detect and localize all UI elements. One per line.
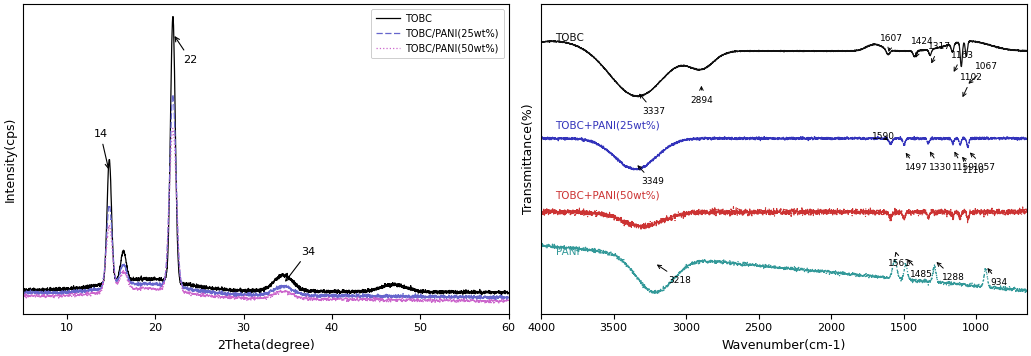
Text: 1067: 1067 [969, 62, 998, 83]
Text: 3337: 3337 [639, 94, 666, 116]
TOBC/PANI(50wt%) [72, 293, 85, 298]
Text: PANI: PANI [556, 247, 579, 257]
Text: TOBC+PANI(50wt%): TOBC+PANI(50wt%) [556, 190, 660, 200]
Text: 1561: 1561 [888, 252, 910, 268]
Line: TOBC: TOBC [23, 17, 508, 294]
Text: TOBC+PANI(25wt%): TOBC+PANI(25wt%) [556, 120, 660, 130]
Text: 14: 14 [94, 129, 109, 168]
X-axis label: 2Theta(degree): 2Theta(degree) [217, 339, 314, 352]
TOBC [203, 286, 215, 290]
Text: 1102: 1102 [961, 73, 984, 96]
Text: 1607: 1607 [880, 34, 903, 51]
Text: 1163: 1163 [951, 51, 973, 71]
TOBC/PANI(50wt%) [493, 299, 505, 304]
TOBC [224, 288, 236, 292]
Y-axis label: Intensity(cps): Intensity(cps) [4, 116, 18, 201]
TOBC/PANI(25wt%) [167, 93, 179, 97]
TOBC/PANI(25wt%) [16, 291, 29, 295]
TOBC/PANI(25wt%) [493, 295, 505, 299]
TOBC [72, 286, 85, 290]
Legend: TOBC, TOBC/PANI(25wt%), TOBC/PANI(50wt%): TOBC, TOBC/PANI(25wt%), TOBC/PANI(50wt%) [371, 9, 504, 58]
Text: 1110: 1110 [962, 158, 986, 175]
Text: TOBC: TOBC [556, 33, 585, 43]
TOBC [493, 290, 505, 294]
TOBC/PANI(25wt%) [203, 289, 215, 293]
Text: 3218: 3218 [658, 265, 692, 284]
TOBC/PANI(50wt%) [224, 297, 236, 301]
Text: 934: 934 [988, 269, 1007, 287]
TOBC/PANI(50wt%) [167, 126, 179, 130]
Text: 3349: 3349 [638, 166, 664, 186]
Text: 1317: 1317 [928, 42, 951, 63]
TOBC/PANI(50wt%) [478, 301, 491, 305]
TOBC/PANI(50wt%) [440, 297, 453, 302]
TOBC/PANI(25wt%) [502, 295, 514, 299]
TOBC [16, 286, 29, 290]
Text: 2894: 2894 [690, 87, 712, 105]
X-axis label: Wavenumber(cm-1): Wavenumber(cm-1) [722, 339, 846, 352]
Text: 34: 34 [286, 247, 315, 281]
TOBC [495, 292, 507, 297]
Text: 1288: 1288 [937, 263, 965, 282]
Line: TOBC/PANI(25wt%): TOBC/PANI(25wt%) [23, 95, 508, 300]
Text: 22: 22 [175, 37, 198, 65]
Text: 1424: 1424 [910, 37, 933, 57]
Text: 1590: 1590 [871, 132, 895, 141]
Text: 1057: 1057 [970, 153, 996, 172]
TOBC [167, 15, 179, 19]
Text: 1485: 1485 [908, 260, 933, 279]
TOBC [440, 291, 453, 295]
TOBC [502, 291, 514, 295]
TOBC/PANI(50wt%) [16, 296, 29, 300]
TOBC/PANI(25wt%) [72, 290, 85, 295]
TOBC/PANI(50wt%) [502, 299, 514, 303]
TOBC [101, 210, 113, 214]
TOBC/PANI(25wt%) [490, 298, 502, 302]
TOBC/PANI(25wt%) [101, 227, 113, 231]
TOBC/PANI(50wt%) [203, 294, 215, 298]
Line: TOBC/PANI(50wt%): TOBC/PANI(50wt%) [23, 128, 508, 303]
TOBC/PANI(50wt%) [101, 242, 113, 246]
Text: 1497: 1497 [905, 153, 928, 172]
Y-axis label: Transmittance(%): Transmittance(%) [523, 104, 535, 214]
TOBC/PANI(25wt%) [224, 291, 236, 295]
Text: 1330: 1330 [929, 152, 952, 172]
Text: 1159: 1159 [952, 152, 974, 172]
TOBC/PANI(25wt%) [440, 295, 453, 299]
